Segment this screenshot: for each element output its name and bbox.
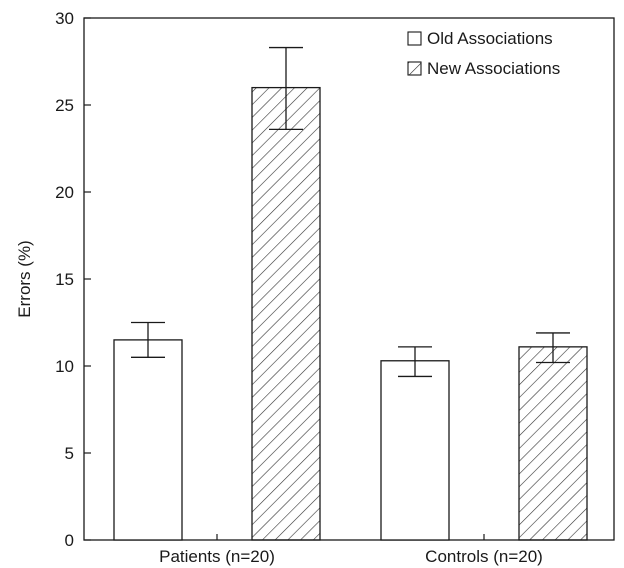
x-category-label: Controls (n=20) — [425, 547, 543, 566]
bar-new-controls — [518, 346, 588, 541]
bar-old-controls — [380, 360, 450, 541]
y-tick-label: 10 — [55, 357, 74, 376]
legend-label-new: New Associations — [427, 59, 560, 78]
y-tick-label: 25 — [55, 96, 74, 115]
y-tick-label: 15 — [55, 270, 74, 289]
x-category-label: Patients (n=20) — [159, 547, 275, 566]
y-tick-label: 5 — [65, 444, 74, 463]
bar-new-patients — [251, 86, 321, 541]
y-tick-label: 30 — [55, 9, 74, 28]
legend-swatch-old — [407, 31, 422, 46]
y-tick-label: 20 — [55, 183, 74, 202]
legend-label-old: Old Associations — [427, 29, 553, 48]
y-tick-label: 0 — [65, 531, 74, 550]
legend-swatch-new — [407, 61, 422, 76]
y-axis-title: Errors (%) — [15, 240, 34, 317]
bar-old-patients — [113, 339, 183, 541]
